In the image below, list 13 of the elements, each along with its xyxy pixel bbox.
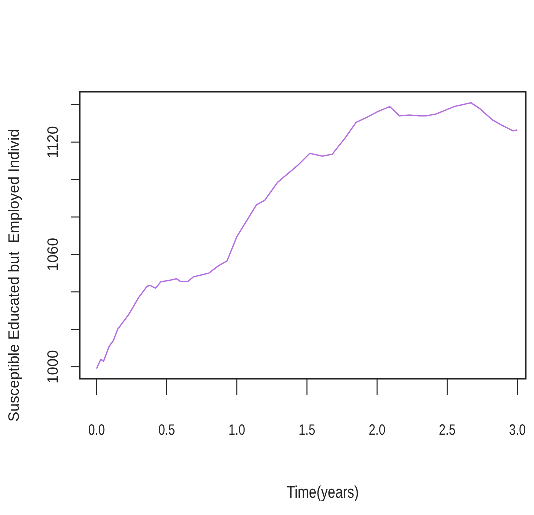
y-axis-title: Susceptible Educated but Employed Individ bbox=[6, 129, 23, 422]
x-tick-label: 1.5 bbox=[298, 422, 316, 438]
x-tick-label: 3.0 bbox=[509, 422, 526, 438]
y-tick-label: 1120 bbox=[45, 126, 62, 158]
line-series bbox=[96, 102, 518, 370]
x-tick-label: 0.5 bbox=[158, 422, 176, 438]
x-axis-title: Time(years) bbox=[287, 484, 359, 502]
y-tick-label: 1000 bbox=[45, 350, 62, 384]
x-tick-label: 2.0 bbox=[368, 422, 386, 438]
x-tick-label: 1.0 bbox=[228, 422, 246, 438]
x-tick-label: 0.0 bbox=[88, 422, 106, 438]
y-tick-label: 1060 bbox=[45, 238, 62, 272]
x-tick-label: 2.5 bbox=[439, 422, 456, 438]
